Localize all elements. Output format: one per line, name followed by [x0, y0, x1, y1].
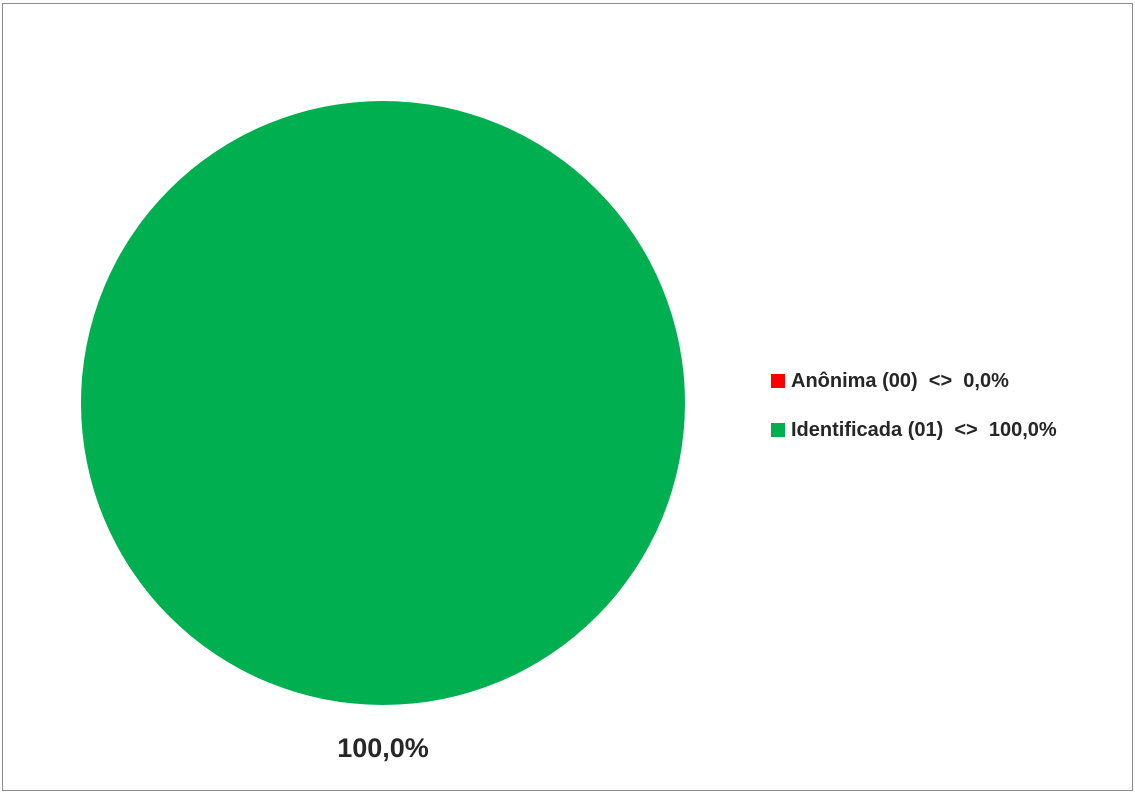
- legend-swatch-anonima: [771, 374, 785, 388]
- chart-legend: Anônima (00) <> 0,0% Identificada (01) <…: [771, 366, 1057, 464]
- legend-item-identificada: Identificada (01) <> 100,0%: [771, 415, 1057, 445]
- legend-label-identificada: Identificada (01) <> 100,0%: [791, 418, 1057, 441]
- data-label-identificada-01: 100,0%: [337, 733, 429, 763]
- legend-swatch-identificada: [771, 423, 785, 437]
- legend-label-anonima: Anônima (00) <> 0,0%: [791, 369, 1009, 392]
- pie-slices: [81, 101, 685, 705]
- legend-item-anonima: Anônima (00) <> 0,0%: [771, 366, 1057, 396]
- pie-data-labels: 100,0%: [337, 733, 429, 763]
- pie-slice-identificada-01: [81, 101, 685, 705]
